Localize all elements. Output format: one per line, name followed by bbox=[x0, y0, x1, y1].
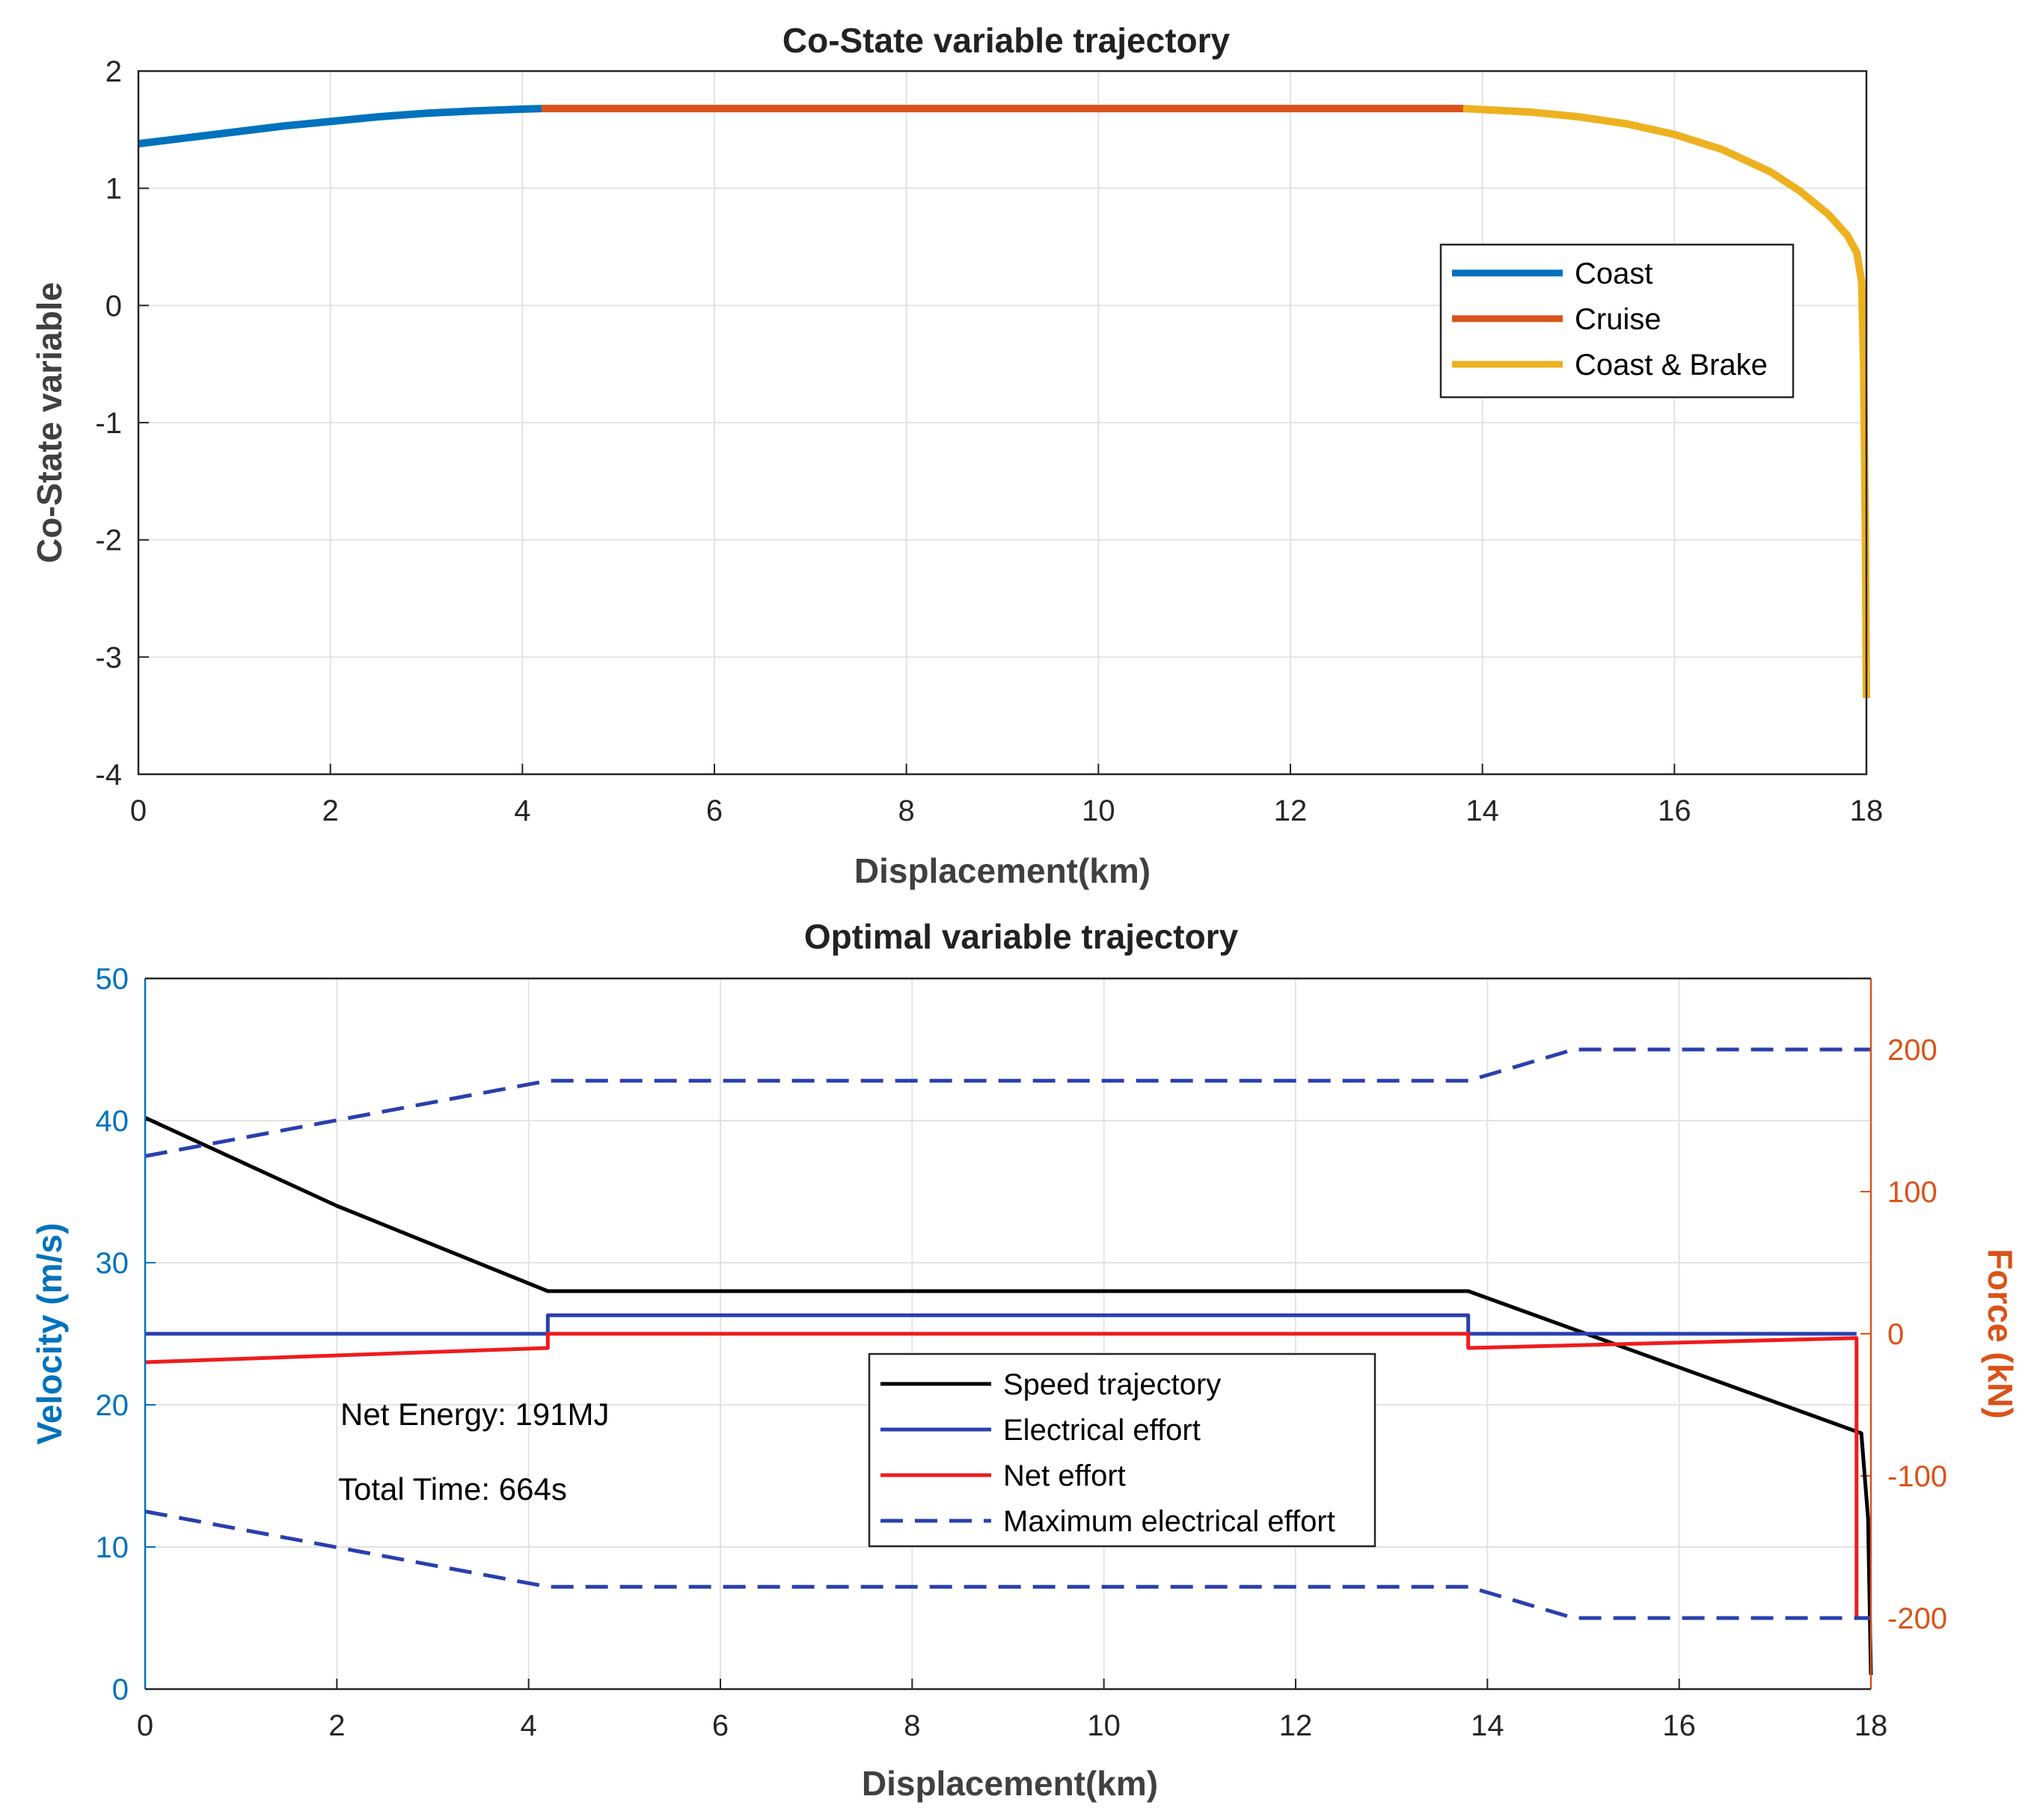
x-tick-label: 6 bbox=[712, 1709, 729, 1742]
y-tick-label: -4 bbox=[95, 759, 122, 791]
optimal-y-tick-labels: 50 40 30 20 10 0 bbox=[96, 963, 129, 1706]
y2-tick-label: 0 bbox=[1887, 1318, 1904, 1351]
y2-tick-label: -100 bbox=[1887, 1460, 1947, 1493]
y2-tick-label: 200 bbox=[1887, 1034, 1937, 1067]
x-tick-label: 12 bbox=[1274, 794, 1308, 827]
optimal-x-tick-labels: 0 2 4 6 8 10 12 14 16 18 bbox=[137, 1709, 1887, 1742]
optimal-chart-title: Optimal variable trajectory bbox=[804, 917, 1239, 956]
x-tick-label: 16 bbox=[1662, 1709, 1696, 1742]
y-tick-label: 30 bbox=[96, 1247, 129, 1280]
x-tick-label: 0 bbox=[137, 1709, 153, 1742]
x-tick-label: 16 bbox=[1658, 794, 1691, 827]
x-tick-label: 18 bbox=[1850, 794, 1884, 827]
series-line-net-effort bbox=[144, 1332, 1871, 1620]
net-energy-annotation: Net Energy: 191MJ bbox=[340, 1397, 610, 1432]
legend-label: Maximum electrical effort bbox=[1003, 1505, 1335, 1538]
optimal-legend-box bbox=[868, 1352, 1376, 1548]
optimal-chart: Optimal variable trajectory 0 2 4 6 8 10 12 14 1… bbox=[30, 917, 2020, 1803]
optimal-legend: Speed trajectory Electrical effort Net eff… bbox=[868, 1352, 1376, 1548]
series-line-speed-trajectory bbox=[144, 1115, 1873, 1676]
x-tick-label: 4 bbox=[514, 794, 530, 827]
legend-label: Coast & Brake bbox=[1575, 349, 1768, 382]
y-tick-label: 50 bbox=[96, 963, 129, 996]
legend-label: Net effort bbox=[1003, 1459, 1126, 1492]
y-tick-label: 0 bbox=[105, 289, 122, 322]
y-tick-label: 20 bbox=[96, 1389, 129, 1422]
x-tick-label: 12 bbox=[1279, 1709, 1313, 1742]
x-tick-label: 8 bbox=[898, 794, 915, 827]
x-tick-label: 4 bbox=[521, 1709, 537, 1742]
costate-x-axis-label: Displacement(km) bbox=[854, 851, 1151, 890]
y2-tick-label: 100 bbox=[1887, 1176, 1937, 1209]
costate-series-lines bbox=[138, 105, 1870, 699]
costate-plot-frame bbox=[137, 70, 1868, 776]
x-tick-label: 2 bbox=[322, 794, 339, 827]
optimal-x-axis-label: Displacement(km) bbox=[862, 1764, 1158, 1803]
y-tick-label: -2 bbox=[95, 524, 122, 557]
legend-label: Electrical effort bbox=[1003, 1414, 1201, 1447]
costate-chart: Co-State variable trajectory 0 2 4 6 8 10 12 14… bbox=[30, 21, 1883, 890]
y-tick-label: 10 bbox=[96, 1531, 129, 1564]
y-tick-label: 0 bbox=[112, 1673, 129, 1706]
series-line-electrical-effort bbox=[145, 1313, 1857, 1336]
costate-x-tick-labels: 0 2 4 6 8 10 12 14 16 18 bbox=[130, 794, 1883, 827]
costate-chart-title: Co-State variable trajectory bbox=[782, 21, 1231, 60]
y-tick-label: 40 bbox=[96, 1105, 129, 1138]
costate-y-tick-labels: 2 1 0 -1 -2 -3 -4 bbox=[95, 55, 122, 791]
y2-tick-label: -200 bbox=[1887, 1602, 1947, 1635]
y-tick-label: -3 bbox=[95, 641, 122, 674]
costate-y-axis-label: Co-State variable bbox=[30, 282, 69, 563]
optimal-y2-axis-label: Force (kN) bbox=[1981, 1248, 2020, 1418]
y-tick-label: 1 bbox=[105, 173, 122, 206]
x-tick-label: 10 bbox=[1087, 1709, 1121, 1742]
series-line-coast bbox=[138, 105, 542, 148]
x-tick-label: 6 bbox=[706, 794, 723, 827]
legend-label: Cruise bbox=[1575, 303, 1661, 336]
optimal-series-lines bbox=[144, 1047, 1873, 1676]
total-time-annotation: Total Time: 664s bbox=[338, 1471, 567, 1507]
x-tick-label: 10 bbox=[1082, 794, 1115, 827]
costate-legend: Coast Cruise Coast & Brake bbox=[1439, 243, 1795, 399]
y-tick-label: -1 bbox=[95, 407, 122, 440]
x-tick-label: 8 bbox=[904, 1709, 920, 1742]
x-tick-label: 2 bbox=[328, 1709, 345, 1742]
x-tick-label: 0 bbox=[130, 794, 147, 827]
y-tick-label: 2 bbox=[105, 55, 122, 88]
optimal-y-axis-label: Velocity (m/s) bbox=[30, 1223, 69, 1445]
x-tick-label: 18 bbox=[1854, 1709, 1888, 1742]
series-line-coast-brake bbox=[1462, 105, 1870, 699]
x-tick-label: 14 bbox=[1471, 1709, 1504, 1742]
legend-label: Speed trajectory bbox=[1003, 1368, 1221, 1401]
legend-label: Coast bbox=[1575, 257, 1653, 290]
x-tick-label: 14 bbox=[1465, 794, 1499, 827]
optimal-y2-tick-labels: 200 100 0 -100 -200 bbox=[1887, 1034, 1947, 1635]
